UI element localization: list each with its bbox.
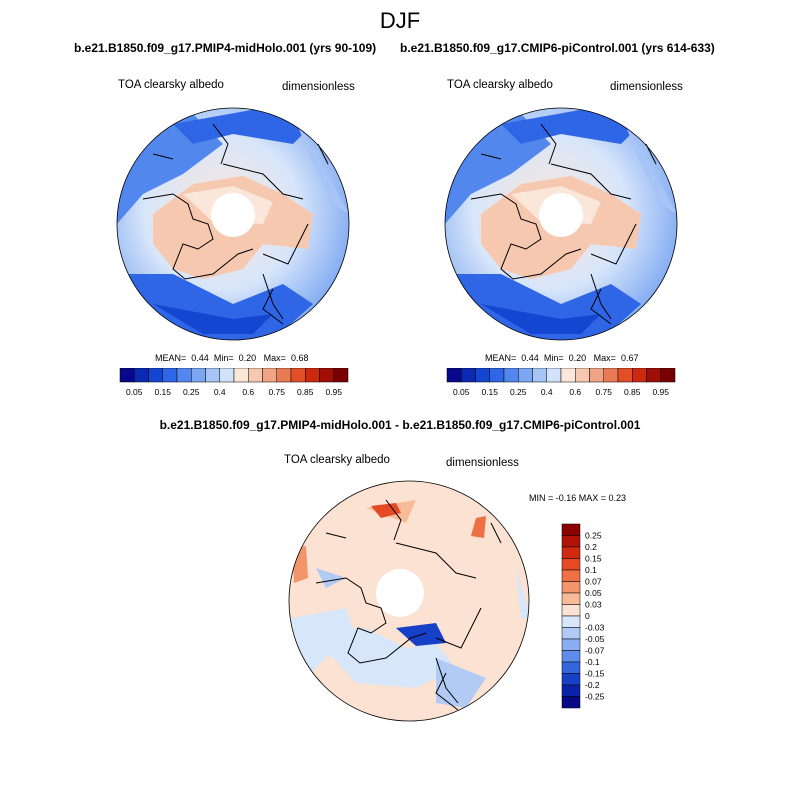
colorbar-swatch [546,368,562,383]
colorbar-tick-label: 0.15 [154,387,171,397]
colorbar-tick-label: 0.25 [510,387,527,397]
colorbar-swatch [219,368,235,383]
colorbar-swatch [333,368,349,383]
colorbar-tick-label: 0.6 [569,387,581,397]
colorbar-swatch [561,661,581,674]
colorbar-swatch [262,368,277,383]
colorbar-swatch [503,368,519,383]
colorbar-swatch [561,546,581,559]
colorbar-swatch [319,368,334,383]
colorbar-tick-label: 0.95 [325,387,342,397]
colorbar-swatch [561,684,581,697]
colorbar-tick-label: 0.1 [585,565,597,575]
colorbar-tick-label: -0.05 [585,634,605,644]
colorbar-tick-label: 0.15 [585,554,602,564]
colorbar-tick-label: -0.1 [585,657,600,667]
colorbar-midholo: 0.05 0.15 0.25 0.4 0.6 0.75 0.85 0.95 [119,368,349,397]
colorbar-swatch [489,368,505,383]
colorbar-swatch [461,368,476,383]
polar-map-midholo [116,107,350,341]
panel-right-variable-label: TOA clearsky albedo [447,79,553,91]
colorbar-tick-label: 0.75 [595,387,612,397]
colorbar-tick-label: -0.03 [585,623,605,633]
colorbar-swatch [561,638,581,651]
difference-variable-label: TOA clearsky albedo [284,454,390,466]
colorbar-tick-label: 0.6 [242,387,254,397]
colorbar-tick-label: 0.25 [183,387,200,397]
colorbar-swatch [475,368,490,383]
colorbar-picontrol: 0.05 0.15 0.25 0.4 0.6 0.75 0.85 0.95 [446,368,676,397]
panel-left-variable-label: TOA clearsky albedo [118,79,224,91]
colorbar-tick-label: 0.15 [481,387,498,397]
polar-map-picontrol [444,107,678,341]
colorbar-tick-label: 0.2 [585,542,597,552]
colorbar-swatch [561,604,581,617]
colorbar-swatch [176,368,192,383]
colorbar-tick-label: 0.75 [268,387,285,397]
colorbar-difference: 0.250.2 0.150.1 0.070.05 0.030 -0.03-0.05 -0.… [561,523,605,709]
colorbar-tick-label: 0.25 [585,531,602,541]
colorbar-tick-label: 0.05 [453,387,470,397]
colorbar-swatch [632,368,647,383]
colorbar-swatch [646,368,661,383]
colorbar-swatch [134,368,149,383]
colorbar-tick-label: 0.05 [126,387,143,397]
colorbar-tick-label: 0 [585,611,590,621]
colorbar-tick-label: -0.2 [585,680,600,690]
colorbar-tick-label: 0.03 [585,600,602,610]
colorbar-swatch [233,368,249,383]
colorbar-swatch [290,368,306,383]
colorbar-swatch [148,368,163,383]
colorbar-swatch [518,368,533,383]
colorbar-tick-label: 0.85 [297,387,314,397]
panel-left-run-title: b.e21.B1850.f09_g17.PMIP4-midHolo.001 (y… [74,41,377,55]
colorbar-tick-label: 0.07 [585,577,602,587]
panel-right-stats: MEAN= 0.44 Min= 0.20 Max= 0.67 [485,353,639,363]
colorbar-swatch [589,368,604,383]
colorbar-swatch [561,627,581,640]
colorbar-swatch [446,368,462,383]
colorbar-swatch [205,368,220,383]
colorbar-swatch [162,368,178,383]
difference-units-label: dimensionless [446,457,519,469]
colorbar-tick-label: 0.95 [652,387,669,397]
panel-left-stats: MEAN= 0.44 Min= 0.20 Max= 0.68 [155,353,309,363]
colorbar-swatch [603,368,619,383]
colorbar-tick-label: -0.15 [585,669,605,679]
season-title: DJF [379,8,421,33]
polar-map-difference [288,480,530,722]
colorbar-swatch [617,368,633,383]
colorbar-tick-label: 0.4 [541,387,553,397]
colorbar-swatch [532,368,547,383]
difference-title: b.e21.B1850.f09_g17.PMIP4-midHolo.001 - … [159,418,641,432]
colorbar-swatch [561,696,581,709]
colorbar-swatch [561,523,581,536]
colorbar-swatch [276,368,292,383]
colorbar-swatch [561,673,581,686]
colorbar-swatch [561,535,581,548]
colorbar-swatch [561,558,581,571]
colorbar-swatch [560,368,576,383]
colorbar-swatch [561,615,581,628]
colorbar-swatch [561,581,581,594]
panel-left-units-label: dimensionless [282,81,355,93]
colorbar-swatch [119,368,135,383]
colorbar-swatch [191,368,206,383]
colorbar-tick-label: -0.25 [585,692,605,702]
colorbar-swatch [248,368,263,383]
colorbar-swatch [561,569,581,582]
colorbar-tick-label: -0.07 [585,646,605,656]
colorbar-tick-label: 0.85 [624,387,641,397]
colorbar-tick-label: 0.4 [214,387,226,397]
colorbar-swatch [575,368,590,383]
colorbar-tick-label: 0.05 [585,588,602,598]
colorbar-swatch [561,592,581,605]
colorbar-swatch [660,368,676,383]
panel-right-units-label: dimensionless [610,81,683,93]
colorbar-swatch [561,650,581,663]
panel-right-run-title: b.e21.B1850.f09_g17.CMIP6-piControl.001 … [400,41,715,55]
colorbar-swatch [305,368,320,383]
difference-range-text: MIN = -0.16 MAX = 0.23 [529,493,627,503]
